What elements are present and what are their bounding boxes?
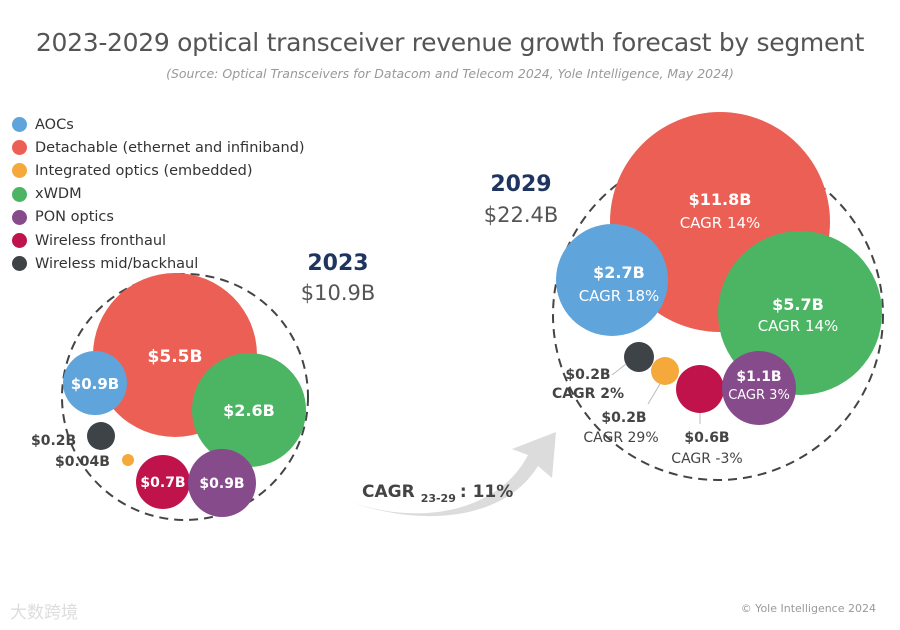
total-2029: $22.4B: [484, 203, 559, 227]
bubble-2023-wireless-mid-backhaul: [87, 422, 115, 450]
bubble-2029-wireless-mid-backhaul: [624, 342, 654, 372]
year-label-2029: 2029: [490, 172, 551, 197]
legend-item: Integrated optics (embedded): [12, 159, 305, 182]
legend-label: Wireless mid/backhaul: [35, 255, 199, 272]
legend-swatch: [12, 186, 27, 202]
legend-item: xWDM: [12, 183, 305, 206]
legend-swatch: [12, 117, 27, 133]
data-label: $1.1B: [736, 369, 781, 385]
bubble-2023-xwdm: [192, 353, 306, 467]
legend-item: Wireless mid/backhaul: [12, 252, 305, 275]
legend-label: xWDM: [35, 186, 82, 203]
legend-item: PON optics: [12, 206, 305, 229]
cagr-label: CAGR -3%: [671, 451, 742, 467]
legend-label: PON optics: [35, 209, 114, 226]
watermark: 大数跨境: [10, 603, 78, 623]
legend-label: Wireless fronthaul: [35, 232, 167, 249]
data-label: $2.6B: [223, 401, 275, 420]
bubble-2029-pon-optics: [722, 351, 796, 425]
cagr-label: CAGR 3%: [728, 388, 790, 403]
total-outline-2023: [61, 273, 309, 521]
legend-item: Detachable (ethernet and infiniband): [12, 136, 305, 159]
growth-arrow: [340, 432, 556, 517]
bubble-2023-integrated-optics: [122, 454, 134, 466]
data-label: $0.6B: [684, 430, 729, 446]
legend-swatch: [12, 209, 27, 225]
data-label: $2.7B: [593, 263, 645, 282]
chart-source: (Source: Optical Transceivers for Dataco…: [166, 66, 734, 81]
legend-swatch: [12, 256, 27, 272]
total-outline-2029: [552, 149, 884, 481]
data-label: $5.5B: [148, 347, 203, 367]
cagr-label: CAGR 29%: [583, 430, 658, 446]
data-label: $0.2B: [601, 410, 646, 426]
data-label: $11.8B: [689, 190, 752, 209]
data-label: $0.04B: [55, 454, 110, 470]
legend-item: AOCs: [12, 113, 305, 136]
overall-cagr: CAGR 23-29: 11%: [362, 482, 513, 505]
cagr-label: CAGR 2%: [552, 386, 624, 402]
total-2023: $10.9B: [301, 281, 376, 305]
data-label: $5.7B: [772, 295, 824, 314]
data-label: $0.2B: [565, 367, 610, 383]
legend-label: Integrated optics (embedded): [35, 162, 253, 179]
legend-swatch: [12, 163, 27, 179]
chart-title: 2023-2029 optical transceiver revenue gr…: [35, 28, 865, 57]
legend-label: AOCs: [35, 116, 74, 133]
bubble-2023-wireless-fronthaul: [136, 455, 190, 509]
leader-line: [647, 383, 661, 405]
leader-line: [611, 363, 627, 376]
bubble-2023-aocs: [63, 351, 127, 415]
legend-swatch: [12, 233, 27, 249]
cagr-label: CAGR 14%: [758, 317, 839, 335]
bubble-2029-aocs: [556, 224, 668, 336]
legend-swatch: [12, 140, 27, 156]
legend: AOCs Detachable (ethernet and infiniband)…: [12, 113, 305, 275]
data-label: $0.9B: [71, 375, 119, 393]
cagr-label: CAGR 18%: [579, 287, 660, 305]
legend-label: Detachable (ethernet and infiniband): [35, 139, 305, 156]
bubble-2029-wireless-fronthaul: [676, 365, 724, 413]
data-label: $0.9B: [199, 476, 244, 492]
bubble-2029-integrated-optics: [651, 357, 679, 385]
legend-item: Wireless fronthaul: [12, 229, 305, 252]
copyright: © Yole Intelligence 2024: [740, 602, 876, 615]
data-label: $0.2B: [31, 433, 76, 449]
cagr-label: CAGR 14%: [680, 214, 761, 232]
bubble-2023-pon-optics: [188, 449, 256, 517]
year-label-2023: 2023: [307, 251, 368, 276]
data-label: $0.7B: [140, 475, 185, 491]
